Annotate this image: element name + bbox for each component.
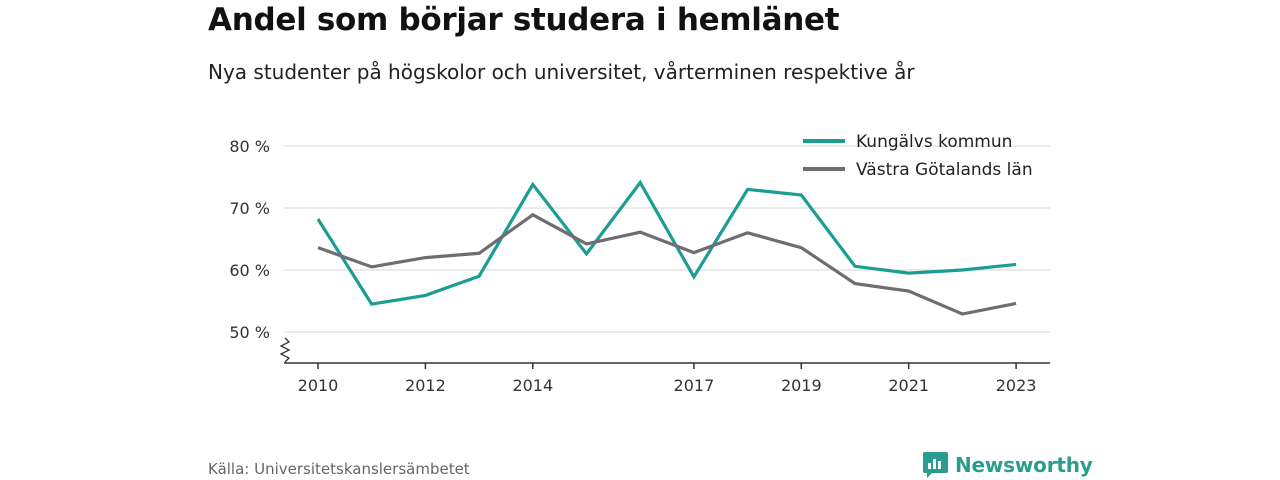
brand-logo: Newsworthy	[922, 451, 1093, 479]
x-tick-label: 2012	[405, 376, 446, 395]
source-note: Källa: Universitetskanslersämbetet	[208, 460, 470, 478]
gridlines	[284, 145, 1050, 333]
y-tick-label: 70 %	[229, 199, 270, 218]
x-axis-labels: 2010 2012 2014 2017 2019 2021 2023	[298, 363, 1037, 395]
line-chart: 50 % 60 % 70 % 80 % 2010 2012 2014 2017 2019 202…	[229, 132, 1050, 395]
y-tick-label: 60 %	[229, 261, 270, 280]
x-tick-label: 2023	[996, 376, 1037, 395]
axis-break-icon	[279, 337, 291, 363]
legend: Kungälvs kommun Västra Götalands län	[803, 132, 1033, 180]
x-tick-label: 2019	[781, 376, 822, 395]
x-tick-label: 2021	[888, 376, 929, 395]
series-line-1	[317, 212, 1017, 316]
x-tick-label: 2017	[674, 376, 715, 395]
x-tick-label: 2014	[512, 376, 553, 395]
series-line-0	[316, 179, 1017, 306]
y-tick-label: 50 %	[229, 323, 270, 342]
y-tick-label: 80 %	[229, 137, 270, 156]
x-tick-label: 2010	[298, 376, 339, 395]
chart-title: Andel som börjar studera i hemlänet	[208, 2, 840, 38]
legend-label-1: Västra Götalands län	[856, 160, 1033, 180]
x-axis	[279, 337, 1050, 364]
brand-name: Newsworthy	[955, 453, 1093, 477]
y-axis-labels: 50 % 60 % 70 % 80 %	[229, 137, 270, 342]
chart-subtitle: Nya studenter på högskolor och universit…	[208, 60, 915, 84]
series-lines	[316, 179, 1017, 316]
newsworthy-logo-icon	[923, 452, 948, 478]
legend-label-0: Kungälvs kommun	[856, 132, 1012, 152]
